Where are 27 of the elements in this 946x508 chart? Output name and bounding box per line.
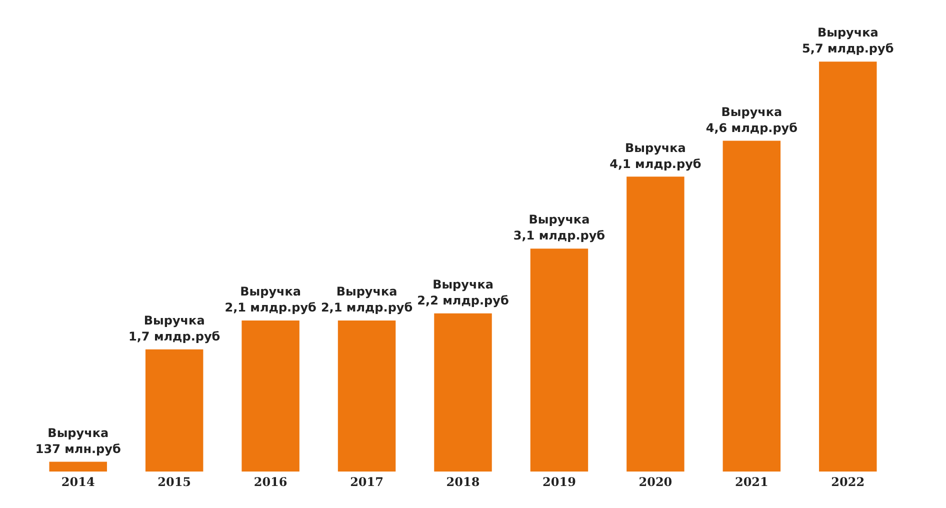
x-tick-label: 2021 [734, 474, 768, 489]
x-tick-label: 2022 [831, 474, 865, 489]
x-tick-label: 2019 [542, 474, 576, 489]
bar [145, 349, 204, 472]
x-tick-label: 2016 [254, 474, 288, 489]
bar [434, 313, 492, 472]
data-label: Выручка 1,7 млдр.руб [128, 313, 220, 344]
data-label: Выручка 2,1 млдр.руб [224, 284, 316, 315]
x-tick-label: 2014 [61, 474, 95, 489]
bar [338, 320, 396, 472]
x-tick-label: 2015 [158, 474, 192, 489]
data-label: Выручка 2,2 млдр.руб [417, 277, 509, 308]
data-label: Выручка 4,6 млдр.руб [706, 104, 798, 135]
x-tick-label: 2017 [350, 474, 384, 489]
data-label: Выручка 4,1 млдр.руб [610, 140, 702, 171]
x-tick-label: 2020 [638, 474, 672, 489]
bar [626, 176, 684, 472]
bar [722, 140, 781, 472]
data-label: Выручка 3,1 млдр.руб [513, 212, 606, 243]
data-label: Выручка 137 млн.руб [35, 426, 121, 456]
bar [819, 62, 877, 472]
bar [530, 248, 588, 472]
bar [242, 320, 300, 472]
x-tick-label: 2018 [446, 474, 480, 489]
data-label: Выручка 5,7 млдр.руб [802, 26, 894, 56]
data-label: Выручка 2,1 млдр.руб [320, 284, 413, 315]
bar [49, 462, 107, 472]
